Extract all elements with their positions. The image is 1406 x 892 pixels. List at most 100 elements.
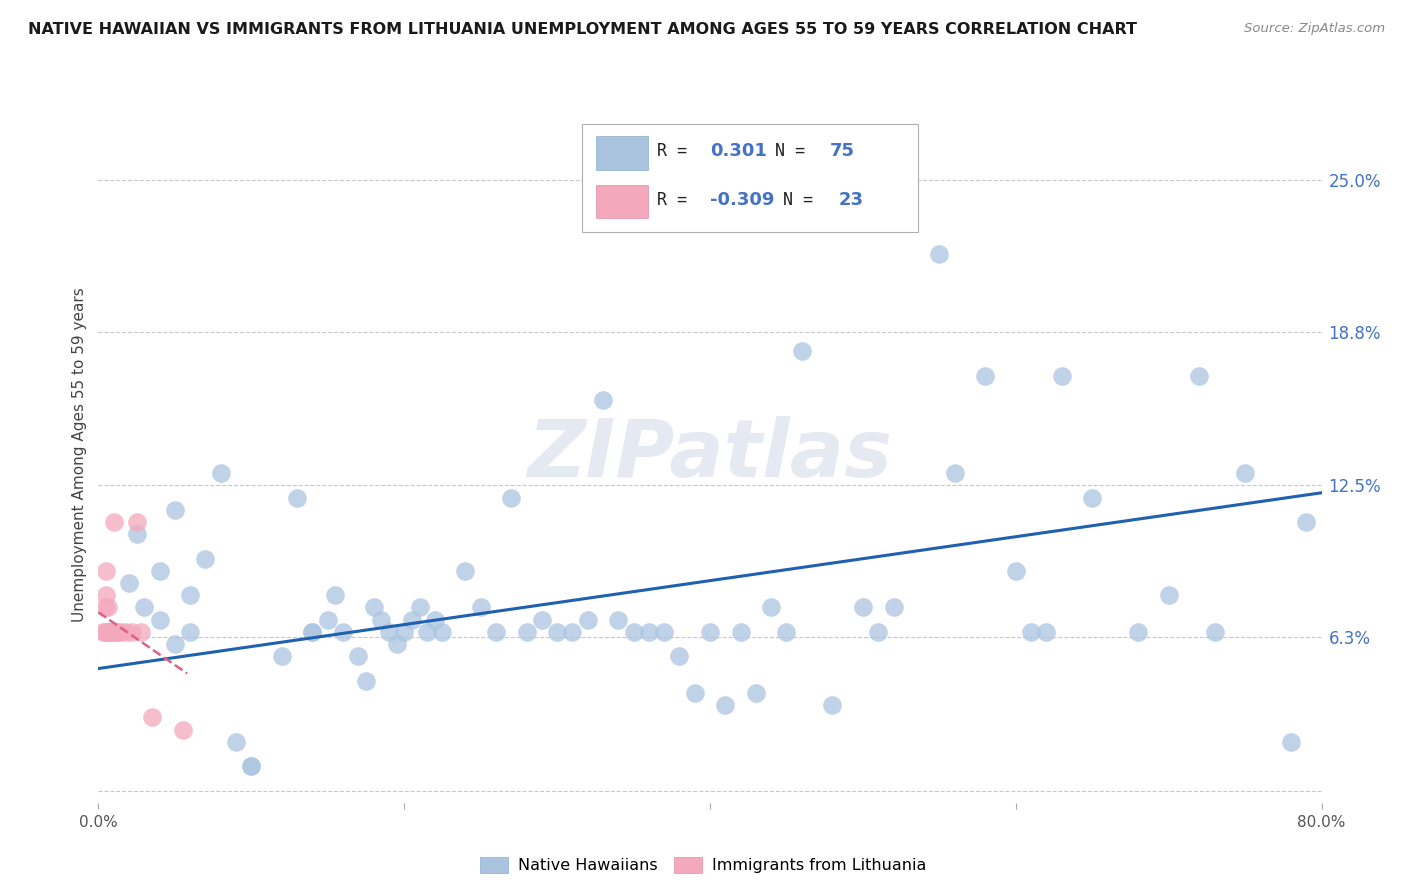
Point: [699, 624, 721, 639]
Text: R =: R =: [658, 191, 697, 209]
Text: 75: 75: [830, 142, 855, 160]
Point: [775, 624, 797, 639]
Point: [385, 637, 408, 651]
Point: [98, 624, 121, 639]
Point: [1128, 624, 1150, 639]
Point: [97, 600, 120, 615]
Text: N =: N =: [783, 191, 824, 209]
Point: [270, 649, 292, 664]
Point: [103, 515, 125, 529]
Point: [392, 624, 416, 639]
Point: [105, 624, 128, 639]
Point: [1188, 368, 1211, 383]
Point: [240, 759, 263, 773]
Point: [416, 624, 439, 639]
Point: [821, 698, 844, 713]
Bar: [596, 136, 648, 169]
Text: 0.301: 0.301: [710, 142, 766, 160]
Point: [285, 491, 308, 505]
Point: [325, 588, 347, 602]
Point: [301, 624, 323, 639]
Point: [546, 624, 568, 639]
Point: [576, 613, 599, 627]
Point: [91, 624, 114, 639]
Point: [93, 624, 115, 639]
Point: [115, 624, 138, 639]
Point: [194, 551, 217, 566]
FancyBboxPatch shape: [582, 124, 918, 232]
Point: [354, 673, 377, 688]
Point: [652, 624, 675, 639]
Point: [107, 624, 129, 639]
Point: [179, 588, 201, 602]
Point: [868, 624, 890, 639]
Point: [561, 624, 583, 639]
Point: [209, 467, 232, 481]
Point: [332, 624, 354, 639]
Point: [225, 735, 247, 749]
Point: [93, 600, 115, 615]
Point: [423, 613, 446, 627]
Point: [1204, 624, 1226, 639]
Point: [1050, 368, 1073, 383]
Point: [316, 613, 339, 627]
Point: [149, 564, 172, 578]
Point: [401, 613, 423, 627]
Point: [103, 624, 125, 639]
Point: [172, 723, 194, 737]
Legend: Native Hawaiians, Immigrants from Lithuania: Native Hawaiians, Immigrants from Lithua…: [474, 850, 932, 880]
Point: [94, 588, 117, 602]
Point: [134, 600, 156, 615]
Point: [149, 613, 172, 627]
Point: [470, 600, 492, 615]
Text: N =: N =: [775, 142, 815, 160]
Point: [730, 624, 752, 639]
Text: ZIPatlas: ZIPatlas: [527, 416, 893, 494]
Point: [94, 564, 117, 578]
Point: [408, 600, 430, 615]
Point: [790, 344, 813, 359]
Text: R =: R =: [658, 142, 697, 160]
Point: [1004, 564, 1026, 578]
Point: [125, 515, 148, 529]
Text: Source: ZipAtlas.com: Source: ZipAtlas.com: [1244, 22, 1385, 36]
Point: [163, 637, 186, 651]
Point: [1019, 624, 1042, 639]
Point: [347, 649, 370, 664]
Text: 23: 23: [838, 191, 863, 209]
Point: [1234, 467, 1257, 481]
Point: [454, 564, 477, 578]
Y-axis label: Unemployment Among Ages 55 to 59 years: Unemployment Among Ages 55 to 59 years: [72, 287, 87, 623]
Point: [370, 613, 392, 627]
Point: [110, 624, 132, 639]
Point: [637, 624, 661, 639]
Point: [745, 686, 768, 700]
Point: [714, 698, 737, 713]
Point: [501, 491, 523, 505]
Point: [623, 624, 645, 639]
Point: [179, 624, 201, 639]
Point: [363, 600, 385, 615]
Text: NATIVE HAWAIIAN VS IMMIGRANTS FROM LITHUANIA UNEMPLOYMENT AMONG AGES 55 TO 59 YE: NATIVE HAWAIIAN VS IMMIGRANTS FROM LITHU…: [28, 22, 1137, 37]
Point: [163, 503, 186, 517]
Point: [98, 624, 121, 639]
Point: [1035, 624, 1057, 639]
Point: [101, 624, 124, 639]
Point: [683, 686, 706, 700]
Point: [668, 649, 690, 664]
Point: [94, 624, 117, 639]
Point: [943, 467, 966, 481]
Point: [485, 624, 508, 639]
Point: [1157, 588, 1180, 602]
Point: [1295, 515, 1317, 529]
Bar: [596, 185, 648, 219]
Point: [129, 624, 152, 639]
Point: [100, 624, 122, 639]
Point: [97, 624, 120, 639]
Point: [121, 624, 143, 639]
Point: [883, 600, 905, 615]
Point: [974, 368, 997, 383]
Point: [928, 246, 950, 260]
Point: [378, 624, 401, 639]
Point: [240, 759, 263, 773]
